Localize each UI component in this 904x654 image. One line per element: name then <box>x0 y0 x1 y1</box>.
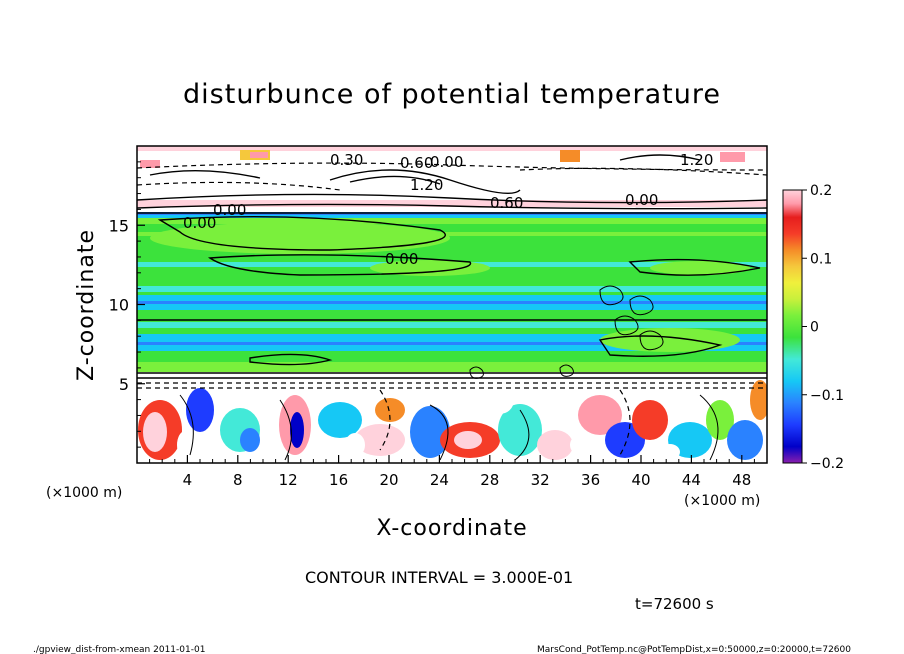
footer-left: ./gpview_dist-from-xmean 2011-01-01 <box>33 645 205 654</box>
contour-label: 0.00 <box>430 153 463 171</box>
time-label: t=72600 s <box>635 595 714 613</box>
x-tick-label: 8 <box>233 471 243 489</box>
y-tick-label: 10 <box>109 296 129 315</box>
chart-title: disturbunce of potential temperature <box>183 79 721 110</box>
x-tick-label: 16 <box>329 471 348 489</box>
contour-label: 1.20 <box>410 176 443 194</box>
x-axis-ticks: 4 8 12 16 20 24 28 32 36 40 44 48 <box>149 455 755 489</box>
colorbar-ticks: 0.2 0.1 0 −0.1 −0.2 <box>802 183 844 472</box>
heatmap-field: 0.00 0.00 0.00 0.00 0.60 0.30 1.20 0.60 … <box>137 146 767 463</box>
colorbar-tick-label: −0.1 <box>810 388 844 404</box>
colorbar-tick-label: 0.1 <box>810 251 832 267</box>
x-tick-label: 12 <box>279 471 298 489</box>
contour-label: 0.00 <box>625 191 658 209</box>
contour-label: 0.30 <box>330 151 363 169</box>
colorbar <box>782 189 803 464</box>
x-unit-left: (×1000 m) <box>46 485 122 501</box>
footer-right: MarsCond_PotTemp.nc@PotTempDist,x=0:5000… <box>537 645 851 654</box>
x-tick-label: 24 <box>430 471 449 489</box>
x-tick-label: 20 <box>379 471 398 489</box>
colorbar-tick-label: 0.2 <box>810 183 832 199</box>
x-tick-label: 4 <box>183 471 193 489</box>
x-tick-label: 44 <box>682 471 701 489</box>
contour-label: 0.00 <box>385 250 418 268</box>
x-tick-label: 28 <box>480 471 499 489</box>
y-tick-label: 5 <box>119 375 129 394</box>
y-tick-label: 15 <box>109 216 129 235</box>
contour-label: 0.00 <box>183 214 216 232</box>
y-axis-label: Z-coordinate <box>74 229 99 381</box>
x-tick-label: 32 <box>531 471 550 489</box>
colorbar-tick-label: −0.2 <box>810 456 844 472</box>
contour-interval: CONTOUR INTERVAL = 3.000E-01 <box>305 568 573 587</box>
x-tick-label: 36 <box>581 471 600 489</box>
contour-label: 1.20 <box>680 151 713 169</box>
y-axis-ticks: 5 10 15 <box>109 161 145 448</box>
colorbar-tick-label: 0 <box>810 320 819 336</box>
x-axis-label: X-coordinate <box>376 516 527 541</box>
x-unit-right: (×1000 m) <box>684 493 760 509</box>
contour-label: 0.60 <box>400 154 433 172</box>
x-tick-label: 48 <box>732 471 751 489</box>
contour-label: 0.00 <box>213 201 246 219</box>
x-tick-label: 40 <box>631 471 650 489</box>
contour-label: 0.60 <box>490 194 523 212</box>
